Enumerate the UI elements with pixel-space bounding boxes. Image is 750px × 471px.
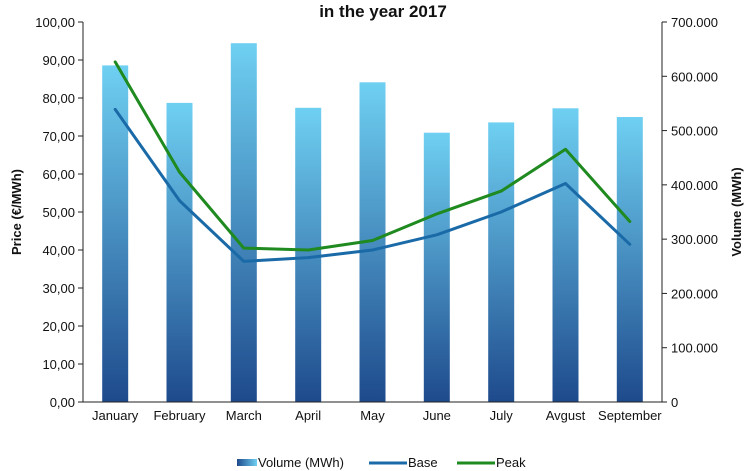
right-tick-label: 500.000 xyxy=(671,124,718,139)
x-tick-label-july: July xyxy=(490,408,514,423)
volume-bars xyxy=(102,43,643,403)
left-tick-label: 70,00 xyxy=(42,129,75,144)
peak-price-line xyxy=(113,60,632,252)
left-axis-title: Price (€/MWh) xyxy=(9,169,24,255)
x-tick-label-february: February xyxy=(153,408,206,423)
legend-volume-swatch xyxy=(237,459,257,466)
volume-bar-june xyxy=(423,132,450,402)
right-tick-label: 300.000 xyxy=(671,232,718,247)
volume-bar-april xyxy=(295,107,322,403)
right-tick-label: 700.000 xyxy=(671,15,718,30)
left-tick-label: 30,00 xyxy=(42,281,75,296)
right-axis-title: Volume (MWh) xyxy=(729,167,744,256)
left-tick-label: 40,00 xyxy=(42,243,75,258)
chart-title: in the year 2017 xyxy=(319,2,447,21)
left-tick-label: 50,00 xyxy=(42,205,75,220)
left-tick-label: 0,00 xyxy=(50,395,75,410)
right-tick-label: 600.000 xyxy=(671,69,718,84)
volume-bar-avgust xyxy=(552,108,579,403)
volume-bar-july xyxy=(488,122,515,403)
left-tick-label: 100,00 xyxy=(35,15,75,30)
base-price-line xyxy=(113,107,632,263)
left-tick-label: 60,00 xyxy=(42,167,75,182)
x-tick-label-may: May xyxy=(360,408,385,423)
left-tick-label: 90,00 xyxy=(42,53,75,68)
x-tick-label-avgust: Avgust xyxy=(546,408,586,423)
legend-volume-label: Volume (MWh) xyxy=(258,455,344,470)
left-tick-label: 80,00 xyxy=(42,91,75,106)
right-tick-label: 200.000 xyxy=(671,286,718,301)
x-tick-label-june: June xyxy=(423,408,451,423)
price-lines xyxy=(113,60,632,263)
volume-bar-march xyxy=(230,43,257,402)
x-tick-label-september: September xyxy=(598,408,662,423)
right-tick-label: 0 xyxy=(671,395,678,410)
x-axis-ticks: January February March April May June July Avgu… xyxy=(92,408,662,423)
x-tick-label-january: January xyxy=(92,408,139,423)
x-tick-label-april: April xyxy=(295,408,321,423)
volume-bar-february xyxy=(166,102,193,403)
legend-peak-label: Peak xyxy=(496,455,526,470)
left-tick-label: 20,00 xyxy=(42,319,75,334)
x-tick-label-march: March xyxy=(226,408,262,423)
right-axis-ticks: 0 100.000 200.000 300.000 400.000 500.000 600.… xyxy=(662,15,718,410)
right-tick-label: 100.000 xyxy=(671,341,718,356)
legend-base-label: Base xyxy=(408,455,438,470)
right-tick-label: 400.000 xyxy=(671,178,718,193)
volume-bar-september xyxy=(616,117,643,402)
volume-bar-january xyxy=(102,65,129,403)
left-tick-label: 10,00 xyxy=(42,357,75,372)
legend: Volume (MWh) Base Peak xyxy=(237,455,526,470)
left-axis-ticks: 0,00 10,00 20,00 30,00 40,00 50,00 60,00 70,00 8… xyxy=(35,15,83,410)
